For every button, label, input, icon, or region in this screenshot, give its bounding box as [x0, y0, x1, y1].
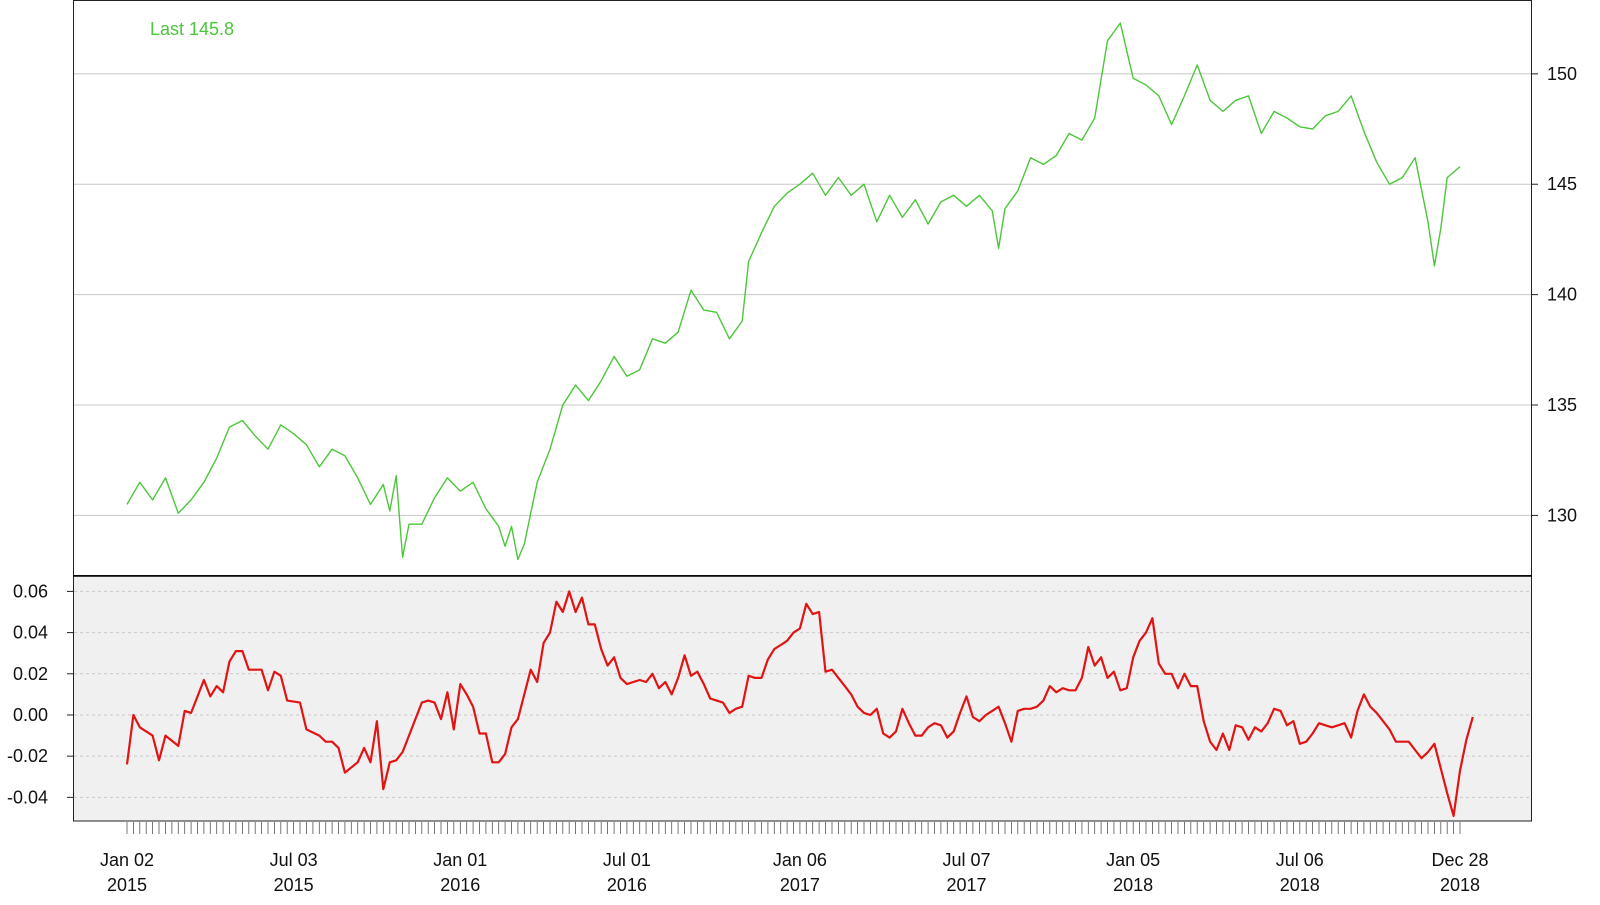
- upper-y-tick-label: 135: [1547, 395, 1577, 415]
- lower-y-tick-label: 0.00: [13, 705, 48, 725]
- x-tick-label-month: Jan 02: [100, 850, 154, 870]
- last-value-label: Last 145.8: [150, 19, 234, 39]
- x-tick-label-year: 2018: [1280, 875, 1320, 895]
- x-tick-label-year: 2015: [274, 875, 314, 895]
- lower-series-group: [125, 590, 1474, 817]
- upper-y-tick-label: 130: [1547, 505, 1577, 525]
- upper-series-group: [126, 22, 1461, 561]
- x-tick-label-month: Jul 07: [943, 850, 991, 870]
- x-tick-label-month: Jul 03: [270, 850, 318, 870]
- upper-y-tick-label: 145: [1547, 174, 1577, 194]
- upper-series-line: [126, 22, 1461, 561]
- x-tick-label-year: 2016: [440, 875, 480, 895]
- lower-y-axis: -0.04 -0.02 0.00 0.02 0.04 0.06: [7, 581, 73, 807]
- lower-y-tick-label: 0.06: [13, 581, 48, 601]
- lower-grid: [74, 590, 1531, 798]
- upper-grid: [74, 73, 1531, 516]
- upper-y-tick-label: 140: [1547, 285, 1577, 305]
- x-tick-label-year: 2018: [1113, 875, 1153, 895]
- x-tick-label-year: 2018: [1440, 875, 1480, 895]
- lower-y-tick-label: 0.04: [13, 623, 48, 643]
- x-tick-label-year: 2015: [107, 875, 147, 895]
- x-tick-label-month: Jan 05: [1106, 850, 1160, 870]
- x-tick-label-year: 2016: [607, 875, 647, 895]
- lower-y-tick-label: 0.02: [13, 664, 48, 684]
- upper-y-tick-label: 150: [1547, 64, 1577, 84]
- lower-y-tick-label: -0.02: [7, 746, 48, 766]
- lower-series-line: [125, 590, 1474, 817]
- x-tick-label-month: Jan 01: [433, 850, 487, 870]
- x-tick-label-month: Jul 06: [1276, 850, 1324, 870]
- x-tick-label-month: Jan 06: [773, 850, 827, 870]
- upper-panel-background: [73, 0, 1532, 576]
- lower-y-tick-label: -0.04: [7, 787, 48, 807]
- x-tick-label-month: Dec 28: [1431, 850, 1488, 870]
- lower-panel-background: [73, 576, 1532, 821]
- x-tick-label-month: Jul 01: [603, 850, 651, 870]
- x-minor-ticks: [126, 822, 1461, 834]
- x-tick-label-year: 2017: [947, 875, 987, 895]
- upper-y-axis: 130 135 140 145 150: [1532, 64, 1577, 525]
- x-tick-label-year: 2017: [780, 875, 820, 895]
- x-axis: Jan 02 2015 Jul 03 2015 Jan 01 2016 Jul 01 2016…: [100, 850, 1489, 895]
